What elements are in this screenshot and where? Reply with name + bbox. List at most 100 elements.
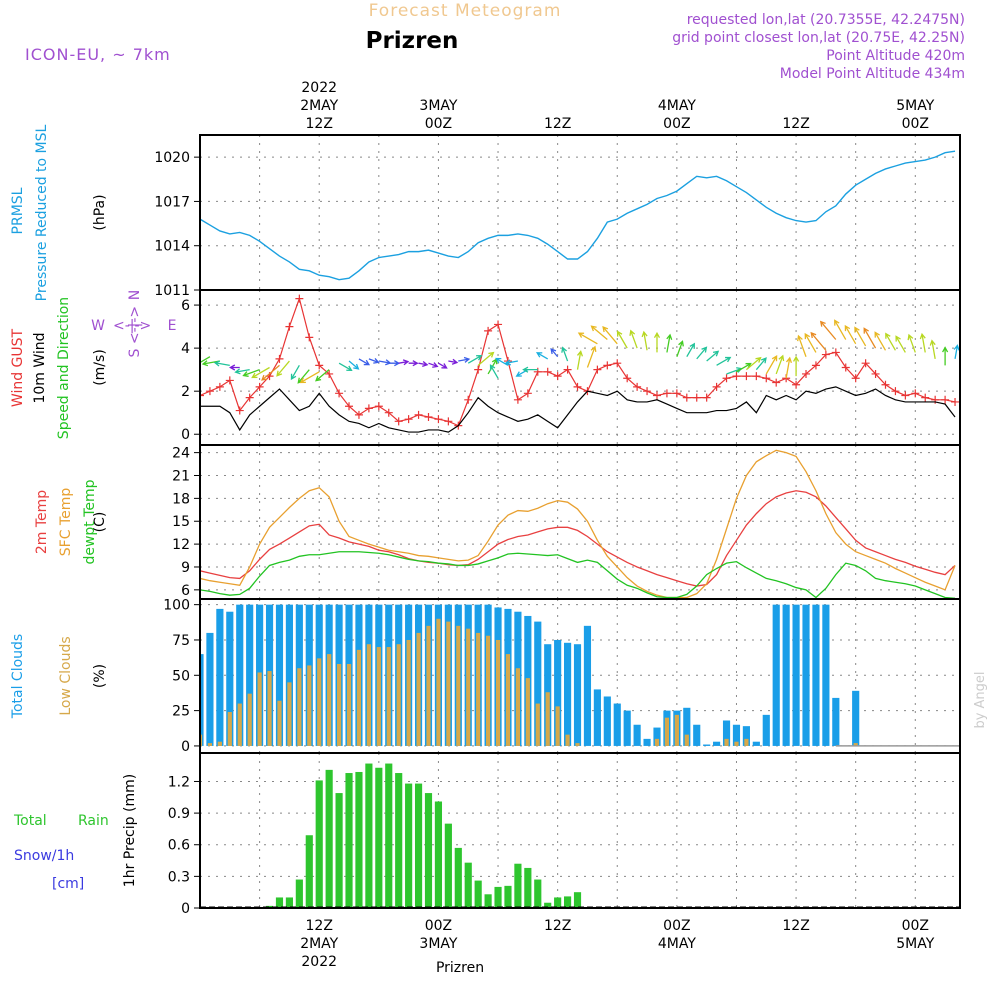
gust-marker bbox=[305, 333, 314, 342]
low-cloud-bar bbox=[217, 741, 222, 746]
low-cloud-bar bbox=[525, 678, 530, 746]
rain-bar bbox=[385, 763, 393, 908]
rain-bar bbox=[285, 897, 293, 908]
series-sfc-temp bbox=[200, 449, 956, 599]
gust-marker bbox=[295, 294, 304, 303]
plot-area bbox=[200, 604, 960, 747]
gust-marker bbox=[921, 393, 930, 402]
total-cloud-bar bbox=[653, 727, 661, 746]
side-label-cm: [cm] bbox=[52, 876, 84, 892]
rain-bar bbox=[414, 783, 423, 908]
y-tick-label: 12 bbox=[172, 537, 190, 553]
gust-marker bbox=[285, 322, 294, 331]
wind-arrow bbox=[448, 358, 459, 365]
total-cloud-bar bbox=[643, 738, 651, 746]
rain-bar bbox=[573, 892, 582, 908]
wind-arrow bbox=[706, 350, 720, 362]
total-cloud-bar bbox=[603, 696, 611, 746]
total-cloud-bar bbox=[275, 604, 284, 746]
wind-arrow bbox=[200, 356, 211, 366]
bottom-time-label: 12Z bbox=[306, 918, 333, 934]
wind-arrow bbox=[315, 369, 330, 382]
total-cloud-bar bbox=[623, 710, 631, 746]
wind-arrow bbox=[458, 356, 471, 363]
wind-arrow bbox=[428, 362, 439, 368]
wind-arrow bbox=[942, 346, 949, 366]
series-gust bbox=[200, 296, 956, 427]
low-cloud-bar bbox=[734, 741, 739, 746]
low-cloud-bar bbox=[674, 714, 679, 746]
y-tick-label: 0.6 bbox=[168, 838, 190, 854]
side-label-low-clouds: Low Clouds bbox=[58, 636, 74, 715]
top-time-label: 5MAY bbox=[896, 98, 934, 114]
wind-arrow bbox=[696, 346, 708, 360]
wind-arrow bbox=[290, 365, 300, 381]
total-cloud-bar bbox=[822, 604, 830, 746]
low-cloud-bar bbox=[664, 717, 670, 746]
total-cloud-bar bbox=[832, 697, 840, 746]
grid-point-coords: grid point closest lon,lat (20.75E, 42.2… bbox=[672, 30, 965, 46]
top-time-label: 2022 bbox=[301, 80, 337, 96]
gust-marker bbox=[633, 382, 642, 391]
panel-wind: 0 2 4 6 (m/s) bbox=[92, 289, 961, 446]
wind-arrow bbox=[716, 356, 732, 366]
total-cloud-bar bbox=[752, 741, 760, 746]
wind-arrow bbox=[929, 339, 936, 360]
rain-bar bbox=[365, 763, 373, 908]
total-cloud-bar bbox=[583, 625, 592, 746]
gust-marker bbox=[712, 382, 721, 391]
total-cloud-bar bbox=[693, 724, 701, 746]
panel-temp: 6 9 12 15 18 21 24 (C) bbox=[92, 444, 961, 600]
low-cloud-bar bbox=[406, 639, 411, 746]
wind-arrow bbox=[467, 355, 483, 364]
side-label-total-clouds: Total Clouds bbox=[10, 634, 26, 719]
top-time-label: 12Z bbox=[782, 116, 809, 132]
low-cloud-bar bbox=[515, 668, 520, 746]
wind-arrow bbox=[686, 342, 695, 358]
wind-arrow bbox=[629, 329, 638, 349]
low-cloud-bar bbox=[466, 628, 471, 746]
wind-arrow bbox=[793, 355, 800, 377]
gust-marker bbox=[762, 374, 771, 383]
gust-marker bbox=[722, 374, 731, 383]
wind-arrow bbox=[358, 358, 371, 366]
y-tick-label: 21 bbox=[172, 468, 190, 484]
rain-bar bbox=[524, 867, 532, 908]
low-cloud-bar bbox=[267, 671, 272, 746]
gust-marker bbox=[215, 382, 224, 391]
y-tick-label: 1014 bbox=[154, 239, 190, 255]
low-cloud-bar bbox=[535, 703, 540, 746]
side-label-total: Total bbox=[13, 813, 47, 829]
low-cloud-bar bbox=[456, 625, 461, 746]
low-cloud-bar bbox=[277, 700, 282, 746]
wind-arrow bbox=[653, 331, 661, 353]
low-cloud-bar bbox=[366, 644, 371, 746]
y-tick-label: 0.3 bbox=[168, 869, 190, 885]
panels: 1011101410171020(hPa)0246(m/s)6912151821… bbox=[10, 80, 961, 970]
bottom-time-label: 4MAY bbox=[658, 936, 696, 952]
top-time-label: 00Z bbox=[425, 116, 452, 132]
rain-bar bbox=[335, 793, 343, 908]
low-cloud-bar bbox=[200, 734, 203, 746]
gust-marker bbox=[394, 417, 403, 426]
gust-marker bbox=[692, 393, 701, 402]
total-cloud-bar bbox=[802, 604, 810, 746]
gust-marker bbox=[315, 361, 324, 370]
y-tick-label: 0.9 bbox=[168, 806, 190, 822]
wind-arrow bbox=[495, 357, 509, 366]
wind-arrow bbox=[388, 360, 401, 367]
side-label-10m-wind: 10m Wind bbox=[32, 332, 48, 403]
wind-arrow bbox=[550, 347, 559, 358]
y-tick-label: 1017 bbox=[154, 194, 190, 210]
wind-arrow bbox=[895, 335, 906, 353]
gust-marker bbox=[802, 369, 811, 378]
wind-arrow bbox=[641, 330, 648, 351]
total-cloud-bar bbox=[852, 690, 860, 746]
y-tick-label: 1.2 bbox=[168, 774, 190, 790]
gust-marker bbox=[414, 410, 423, 419]
rain-bar bbox=[265, 905, 274, 908]
wind-arrow bbox=[408, 360, 419, 367]
top-time-label: 4MAY bbox=[658, 98, 696, 114]
total-cloud-bar bbox=[236, 604, 244, 746]
bottom-time-label: 00Z bbox=[425, 918, 452, 934]
